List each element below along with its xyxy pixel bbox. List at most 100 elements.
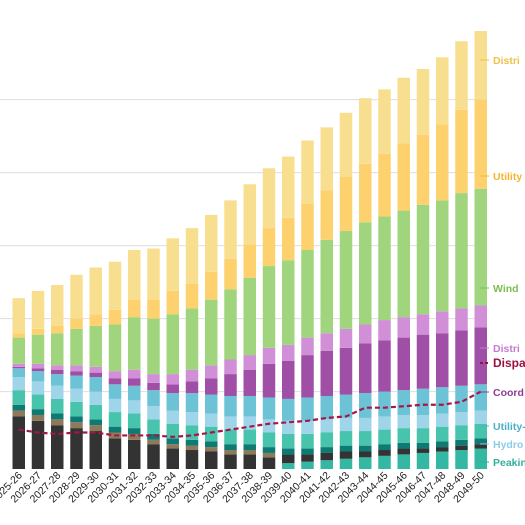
bar-segment-2042-43-distributed-storage: [339, 328, 353, 348]
bar-segment-2036-37-utility-scale-solar: [224, 258, 237, 290]
bar-segment-2031-32-utility-storage: [128, 385, 141, 401]
bar-segment-2033-34-series-1: [166, 448, 179, 469]
bar-segment-2035-36-hydro: [205, 413, 218, 427]
bar-segment-2026-27-wind: [31, 334, 45, 364]
bar-segment-2046-47-hydro: [416, 414, 430, 429]
bar-segment-2041-42-utility-storage: [320, 396, 333, 420]
bar-segment-2043-44-series-4: [359, 431, 372, 446]
bar-segment-2026-27-series-3: [31, 409, 45, 415]
bar-segment-2030-31-coordinated-cer-storage: [108, 378, 122, 385]
bar-segment-2042-43-peaking: [339, 458, 353, 469]
legend-label-peaking: Peakin: [493, 457, 525, 469]
bar-segment-2048-49-series-3: [455, 439, 468, 446]
bar-segment-2046-47-distributed-pv: [416, 68, 430, 135]
bar-segment-2036-37-distributed-storage: [224, 359, 237, 375]
bar-segment-2034-35-coordinated-cer-storage: [185, 381, 199, 394]
bar-segment-2033-34-series-2: [166, 444, 179, 449]
bar-segment-2047-48-utility-storage: [436, 387, 449, 414]
bar-segment-2041-42-series-3: [320, 447, 333, 453]
bar-segment-2044-45-wind: [378, 216, 391, 321]
bar-segment-2033-34-distributed-storage: [166, 374, 179, 385]
bar-segment-2037-38-series-2: [243, 450, 256, 455]
bar-segment-2041-42-coordinated-cer-storage: [320, 350, 333, 396]
bar-segment-2028-29-series-4: [70, 401, 83, 417]
bar-segment-2031-32-distributed-storage: [128, 369, 141, 379]
bar-segment-2036-37-hydro: [224, 416, 237, 430]
bar-segment-2042-43-distributed-pv: [339, 112, 353, 177]
bar-segment-2028-29-coordinated-cer-storage: [70, 371, 83, 376]
bar-segment-2034-35-wind: [185, 308, 199, 370]
bar-segment-2035-36-wind: [205, 299, 218, 366]
bar-segment-2046-47-series-1: [416, 448, 430, 453]
bar-segment-2034-35-hydro: [185, 412, 199, 426]
bar-segment-2046-47-series-3: [416, 442, 430, 449]
bar-segment-2038-39-distributed-pv: [262, 168, 276, 229]
bar-segment-2045-46-series-1: [397, 448, 410, 455]
bar-segment-2047-48-hydro: [436, 413, 449, 427]
bar-segment-2043-44-utility-scale-solar: [359, 163, 372, 223]
bar-segment-2043-44-distributed-storage: [359, 324, 372, 344]
bar-segment-2029-30-series-4: [89, 404, 102, 420]
bar-segment-2035-36-utility-storage: [205, 394, 218, 414]
bar-segment-2039-40-coordinated-cer-storage: [282, 360, 295, 399]
bar-segment-2033-34-wind: [166, 314, 179, 375]
bar-segment-2047-48-series-4: [436, 426, 449, 442]
bar-segment-2034-35-utility-storage: [185, 393, 199, 413]
bar-segment-2034-35-series-3: [185, 439, 199, 446]
bar-segment-2041-42-distributed-pv: [320, 127, 333, 191]
bar-segment-2049-50-series-1: [474, 444, 487, 449]
bar-segment-2037-38-coordinated-cer-storage: [243, 369, 256, 396]
legend-label-utility-scale-solar: Utility: [493, 171, 522, 183]
bar-segment-2040-41-hydro: [301, 420, 314, 434]
bar-segment-2030-31-hydro: [108, 398, 122, 413]
bar-segment-2031-32-series-3: [128, 428, 141, 434]
bar-segment-2027-28-series-3: [51, 413, 64, 420]
bar-segment-2035-36-series-1: [205, 451, 218, 469]
bar-segment-2029-30-series-1: [89, 431, 102, 469]
bar-segment-2032-33-series-1: [147, 444, 160, 469]
bar-segment-2030-31-series-4: [108, 412, 122, 427]
bar-segment-2044-45-utility-scale-solar: [378, 153, 391, 217]
bar-segment-2036-37-series-3: [224, 444, 237, 451]
bar-segment-2045-46-utility-scale-solar: [397, 143, 410, 211]
bar-segment-2039-40-series-4: [282, 433, 295, 449]
bar-segment-2032-33-hydro: [147, 406, 160, 420]
bar-segment-2045-46-hydro: [397, 414, 410, 429]
bar-segment-2039-40-hydro: [282, 420, 295, 434]
bar-segment-2027-28-hydro: [51, 385, 64, 399]
bar-segment-2037-38-utility-scale-solar: [243, 244, 256, 278]
bar-segment-2036-37-series-4: [224, 429, 237, 445]
bar-segment-2044-45-series-4: [378, 429, 391, 445]
bar-segment-2040-41-utility-scale-solar: [301, 203, 314, 250]
bar-segment-2045-46-series-4: [397, 428, 410, 443]
bar-segment-2049-50-utility-scale-solar: [474, 99, 487, 189]
bar-segment-2025-26-wind: [12, 337, 25, 364]
bar-segment-2032-33-utility-scale-solar: [147, 299, 160, 319]
bar-segment-2043-44-wind: [359, 222, 372, 325]
bar-segment-2049-50-utility-storage: [474, 384, 487, 411]
bar-segment-2028-29-distributed-storage: [70, 365, 83, 372]
bar-segment-2034-35-utility-scale-solar: [185, 283, 199, 309]
bar-segment-2033-34-coordinated-cer-storage: [166, 384, 179, 394]
bar-segment-2048-49-utility-scale-solar: [455, 109, 468, 194]
bar-segment-2040-41-distributed-pv: [301, 140, 314, 204]
bar-segment-2041-42-wind: [320, 239, 333, 334]
bar-segment-2028-29-distributed-pv: [70, 274, 83, 319]
bar-segment-2025-26-series-3: [12, 404, 25, 411]
bar-segment-2030-31-distributed-pv: [108, 261, 122, 310]
bar-segment-2045-46-distributed-storage: [397, 317, 410, 338]
bar-segment-2038-39-series-3: [262, 447, 276, 453]
bar-segment-2045-46-distributed-pv: [397, 77, 410, 144]
bar-segment-2043-44-peaking: [359, 457, 372, 469]
bar-segment-2026-27-coordinated-cer-storage: [31, 368, 45, 372]
bar-segment-2049-50-wind: [474, 188, 487, 306]
bar-segment-2038-39-series-2: [262, 452, 276, 458]
bar-segment-2029-30-distributed-storage: [89, 366, 102, 373]
bar-segment-2039-40-peaking: [282, 463, 295, 469]
bar-segment-2037-38-distributed-storage: [243, 355, 256, 370]
bar-segment-2047-48-series-3: [436, 441, 449, 448]
bar-segment-2026-27-utility-storage: [31, 371, 45, 382]
bar-segment-2041-42-distributed-storage: [320, 333, 333, 351]
bar-segment-2039-40-utility-storage: [282, 398, 295, 421]
